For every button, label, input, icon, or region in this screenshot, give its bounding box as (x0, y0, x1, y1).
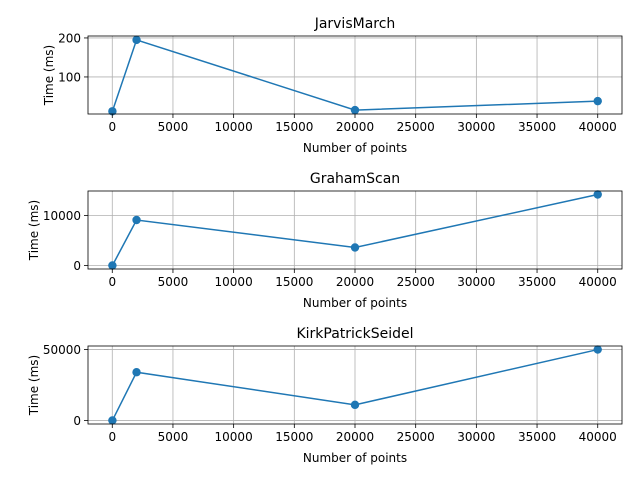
x-tick-label: 10000 (215, 275, 253, 289)
x-tick-label: 35000 (518, 430, 556, 444)
x-tick-label: 25000 (397, 120, 435, 134)
y-axis-label: Time (ms) (42, 45, 56, 107)
chart-title: GrahamScan (310, 171, 400, 187)
y-axis-label: Time (ms) (27, 355, 41, 417)
data-point (593, 190, 602, 199)
y-tick-label: 50000 (43, 343, 81, 357)
data-point (108, 261, 117, 270)
series-line (111, 348, 598, 421)
x-tick-label: 30000 (457, 430, 495, 444)
data-point (593, 96, 602, 106)
y-tick-label: 10000 (43, 209, 81, 223)
data-point (350, 400, 360, 410)
x-tick-label: 40000 (579, 430, 617, 444)
series-line (111, 193, 598, 266)
data-point (108, 107, 117, 116)
data-point (350, 243, 360, 252)
data-point (593, 345, 602, 354)
chart-panel-1: 0 5000 10000 15000 20000 25000 30000 35000 40000… (42, 16, 623, 155)
x-tick-label: 5000 (158, 120, 189, 134)
x-tick-label: 20000 (336, 120, 374, 134)
x-tick-label: 25000 (397, 430, 435, 444)
x-tick-label: 35000 (518, 275, 556, 289)
x-axis-label: Number of points (303, 296, 407, 310)
chart-panel-3: 0 5000 10000 15000 20000 25000 30000 35000 40000… (27, 326, 623, 465)
data-point (132, 215, 141, 225)
chart-title: JarvisMarch (314, 16, 396, 32)
x-tick-label: 5000 (158, 430, 189, 444)
x-tick-label: 0 (108, 275, 116, 289)
x-tick-label: 10000 (215, 120, 253, 134)
x-axis-label: Number of points (303, 451, 407, 465)
x-tick-label: 10000 (215, 430, 253, 444)
data-point (108, 416, 117, 425)
x-tick-label: 0 (108, 120, 116, 134)
x-tick-label: 20000 (336, 275, 374, 289)
x-tick-label: 15000 (275, 120, 313, 134)
x-tick-label: 30000 (457, 120, 495, 134)
x-tick-label: 40000 (579, 275, 617, 289)
y-tick-label: 0 (73, 259, 81, 273)
x-tick-label: 35000 (518, 120, 556, 134)
y-tick-label: 0 (73, 414, 81, 428)
x-tick-label: 15000 (275, 430, 313, 444)
x-tick-label: 15000 (275, 275, 313, 289)
x-tick-label: 0 (108, 430, 116, 444)
chart-panel-2: 0 5000 10000 15000 20000 25000 30000 35000 40000… (27, 171, 623, 310)
y-tick-label: 200 (58, 31, 81, 45)
series-line (111, 38, 598, 112)
y-axis-label: Time (ms) (27, 200, 41, 262)
x-tick-label: 30000 (457, 275, 495, 289)
data-point (132, 35, 141, 45)
x-tick-label: 5000 (158, 275, 189, 289)
x-tick-label: 20000 (336, 430, 374, 444)
x-tick-label: 25000 (397, 275, 435, 289)
x-tick-label: 40000 (579, 120, 617, 134)
data-point (132, 368, 141, 377)
x-axis-label: Number of points (303, 141, 407, 155)
y-tick-label: 100 (58, 70, 81, 84)
chart-title: KirkPatrickSeidel (296, 326, 413, 342)
data-point (350, 105, 360, 115)
